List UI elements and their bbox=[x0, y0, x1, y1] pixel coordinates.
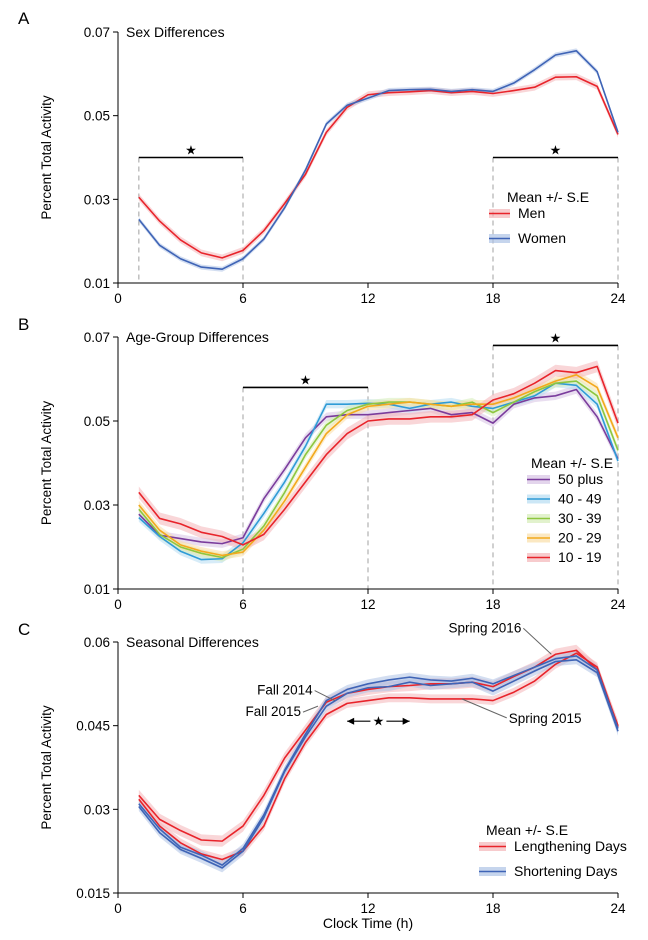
x-tick-label: 24 bbox=[610, 901, 626, 916]
legend-label: 30 - 39 bbox=[558, 510, 602, 526]
series-label: Fall 2014 bbox=[257, 683, 313, 698]
y-tick-label: 0.06 bbox=[84, 635, 110, 650]
series-label-leader bbox=[302, 705, 319, 713]
legend-item: Women bbox=[489, 230, 566, 246]
legend-label: Shortening Days bbox=[514, 863, 618, 879]
legend-title: Mean +/- S.E bbox=[486, 822, 568, 838]
y-axis-label: Percent Total Activity bbox=[39, 705, 54, 830]
series-line bbox=[138, 652, 619, 861]
y-tick-label: 0.01 bbox=[84, 582, 110, 597]
y-tick-label: 0.03 bbox=[84, 192, 110, 207]
significance-star: ★ bbox=[550, 143, 562, 158]
series-label: Spring 2016 bbox=[449, 620, 522, 635]
legend-item: Shortening Days bbox=[479, 863, 618, 879]
significance-star: ★ bbox=[550, 330, 562, 345]
x-tick-label: 24 bbox=[610, 291, 626, 306]
se-band bbox=[138, 360, 618, 551]
legend-item: Lengthening Days bbox=[479, 838, 627, 854]
series-line bbox=[138, 655, 619, 866]
legend-label: 20 - 29 bbox=[558, 530, 602, 546]
legend-label: Men bbox=[518, 205, 545, 221]
legend-label: Women bbox=[518, 230, 566, 246]
series-line bbox=[138, 365, 619, 546]
legend-item: 50 plus bbox=[527, 471, 603, 487]
x-axis-label: Clock Time (h) bbox=[323, 915, 413, 931]
y-tick-label: 0.07 bbox=[84, 25, 110, 40]
series-line bbox=[138, 388, 619, 545]
series-label-leader bbox=[314, 690, 335, 702]
legend-title: Mean +/- S.E bbox=[531, 455, 613, 471]
significance-star: ★ bbox=[373, 714, 385, 729]
y-tick-label: 0.015 bbox=[76, 886, 110, 901]
x-tick-label: 12 bbox=[360, 901, 375, 916]
legend-item: 30 - 39 bbox=[527, 510, 602, 526]
se-band bbox=[138, 648, 618, 864]
y-tick-label: 0.01 bbox=[84, 276, 110, 291]
chart-title: Age-Group Differences bbox=[126, 329, 269, 345]
legend-label: 50 plus bbox=[558, 471, 603, 487]
arrow-left-head bbox=[347, 717, 355, 725]
significance-star: ★ bbox=[185, 143, 197, 158]
series-line bbox=[138, 50, 619, 270]
legend-label: Lengthening Days bbox=[514, 838, 627, 854]
legend-title: Mean +/- S.E bbox=[507, 189, 589, 205]
se-band bbox=[138, 370, 618, 560]
se-band bbox=[138, 655, 618, 873]
y-tick-label: 0.03 bbox=[84, 802, 110, 817]
panel-a: A Sex Differences Percent Total Activity 0.… bbox=[18, 9, 626, 306]
x-tick-label: 6 bbox=[239, 901, 247, 916]
panel-b: B Age-Group Differences Percent Total Acti… bbox=[18, 315, 626, 612]
legend-label: 10 - 19 bbox=[558, 549, 602, 565]
x-tick-label: 12 bbox=[360, 291, 375, 306]
legend: Mean +/- S.E50 plus 40 - 49 30 - 39 20 - 29… bbox=[527, 455, 613, 565]
series-label: Fall 2015 bbox=[245, 704, 301, 719]
significance-star: ★ bbox=[300, 372, 312, 387]
x-tick-label: 0 bbox=[114, 597, 122, 612]
x-tick-label: 12 bbox=[360, 597, 375, 612]
x-tick-label: 24 bbox=[610, 597, 626, 612]
legend-item: 10 - 19 bbox=[527, 549, 602, 565]
panel-letter: A bbox=[18, 9, 30, 28]
se-band bbox=[138, 379, 618, 564]
series-line bbox=[138, 659, 619, 869]
legend-item: 40 - 49 bbox=[527, 491, 602, 507]
se-band bbox=[138, 73, 618, 262]
panel-c: C Seasonal Differences Percent Total Activ… bbox=[18, 620, 627, 916]
y-tick-label: 0.03 bbox=[84, 498, 110, 513]
chart-title: Sex Differences bbox=[126, 24, 225, 40]
series-label-leader bbox=[461, 698, 507, 719]
arrow-right-head bbox=[402, 717, 410, 725]
chart-title: Seasonal Differences bbox=[126, 634, 259, 650]
legend-item: Men bbox=[489, 205, 545, 221]
series-label: Spring 2015 bbox=[509, 711, 582, 726]
y-tick-label: 0.07 bbox=[84, 330, 110, 345]
x-tick-label: 6 bbox=[239, 291, 247, 306]
series-label-leader bbox=[522, 627, 552, 655]
x-tick-label: 0 bbox=[114, 901, 122, 916]
y-tick-label: 0.045 bbox=[76, 719, 110, 734]
x-tick-label: 18 bbox=[485, 291, 500, 306]
x-tick-label: 6 bbox=[239, 597, 247, 612]
x-tick-label: 0 bbox=[114, 291, 122, 306]
panel-letter: C bbox=[18, 620, 30, 639]
y-axis-label: Percent Total Activity bbox=[39, 95, 54, 220]
legend-label: 40 - 49 bbox=[558, 491, 602, 507]
series-line bbox=[138, 380, 619, 559]
y-axis-label: Percent Total Activity bbox=[39, 401, 54, 526]
x-tick-label: 18 bbox=[485, 901, 500, 916]
legend-item: 20 - 29 bbox=[527, 530, 602, 546]
x-tick-label: 18 bbox=[485, 597, 500, 612]
y-tick-label: 0.05 bbox=[84, 109, 110, 124]
y-tick-label: 0.05 bbox=[84, 414, 110, 429]
series-line bbox=[138, 374, 619, 557]
panel-letter: B bbox=[18, 315, 29, 334]
